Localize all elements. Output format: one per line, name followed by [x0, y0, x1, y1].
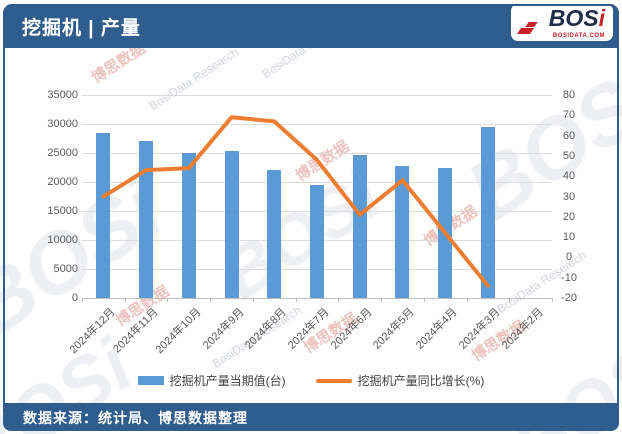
left-axis-tick-label: 20000	[47, 176, 78, 188]
x-axis-tick	[423, 298, 425, 302]
x-axis-tick	[124, 298, 126, 302]
left-axis-tick-label: 15000	[47, 205, 78, 217]
x-axis-tick	[82, 298, 83, 302]
legend-item-bar-series: 挖掘机产量当期值(台)	[137, 372, 286, 389]
left-axis-tick-label: 5000	[53, 263, 78, 275]
bosi-logo: BOSi BOSIDATA.COM	[511, 4, 613, 41]
footer-bar: 数据来源：统计局、博思数据整理	[3, 403, 619, 431]
left-axis-tick-label: 25000	[47, 147, 78, 159]
bar-2024年7月	[310, 185, 324, 298]
gridline	[82, 124, 552, 125]
x-axis-tick	[295, 298, 297, 302]
x-axis-tick	[167, 298, 169, 302]
x-axis-line	[82, 298, 552, 299]
right-axis-tick-label: 0	[565, 251, 573, 264]
chart-legend: 挖掘机产量当期值(台) 挖掘机产量同比增长(%)	[0, 372, 622, 389]
bar-2024年8月	[267, 170, 282, 298]
bar-series-label: 挖掘机产量当期值(台)	[169, 374, 286, 388]
logo-accent-shape	[516, 28, 535, 34]
bar-2024年10月	[181, 153, 196, 298]
logo-wordmark: BOSi	[548, 5, 605, 31]
left-axis-tick-label: 30000	[47, 118, 78, 130]
gridline	[82, 95, 552, 96]
bar-2024年9月	[224, 150, 239, 298]
right-axis-tick-label: 70	[562, 109, 576, 122]
yoy-growth-polyline	[101, 115, 490, 288]
x-axis-tick	[252, 298, 254, 302]
left-axis-tick-label: 10000	[47, 234, 78, 246]
x-axis-tick	[210, 298, 212, 302]
right-axis-tick-label: 50	[562, 149, 576, 162]
gridline	[82, 182, 552, 183]
bar-series-swatch	[137, 376, 164, 385]
right-axis-tick-label: 60	[562, 129, 576, 142]
data-source-text: 数据来源：统计局、博思数据整理	[23, 410, 248, 426]
page-title: 挖掘机 | 产量	[22, 18, 141, 39]
bar-2024年12月	[96, 132, 111, 298]
right-axis-tick-label: -10	[561, 271, 577, 284]
right-axis-tick-label: -20	[561, 292, 577, 304]
right-axis-tick-label: 20	[562, 210, 576, 223]
logo-accent-shape	[525, 22, 538, 27]
left-axis-tick-label: 35000	[47, 89, 78, 101]
line-series-label: 挖掘机产量同比增长(%)	[357, 374, 485, 388]
left-axis-tick-label: 0	[71, 292, 78, 304]
logo-subtext: BOSIDATA.COM	[552, 33, 605, 39]
right-axis-tick-label: 10	[562, 231, 576, 244]
right-axis-tick-label: 40	[562, 170, 576, 183]
x-axis-tick	[338, 298, 340, 302]
x-axis-tick	[466, 298, 468, 302]
bar-2024年6月	[352, 154, 367, 298]
bar-2024年3月	[480, 127, 495, 298]
line-series-swatch	[315, 378, 352, 383]
right-axis-tick-label: 30	[562, 190, 576, 203]
right-axis-tick-label: 80	[562, 89, 576, 101]
gridline	[82, 153, 552, 154]
x-axis-tick	[552, 298, 553, 302]
bar-2024年11月	[139, 141, 154, 298]
x-axis-tick	[509, 298, 511, 302]
bar-2024年5月	[395, 166, 410, 298]
x-axis-tick	[381, 298, 383, 302]
legend-item-line-series: 挖掘机产量同比增长(%)	[315, 372, 485, 389]
